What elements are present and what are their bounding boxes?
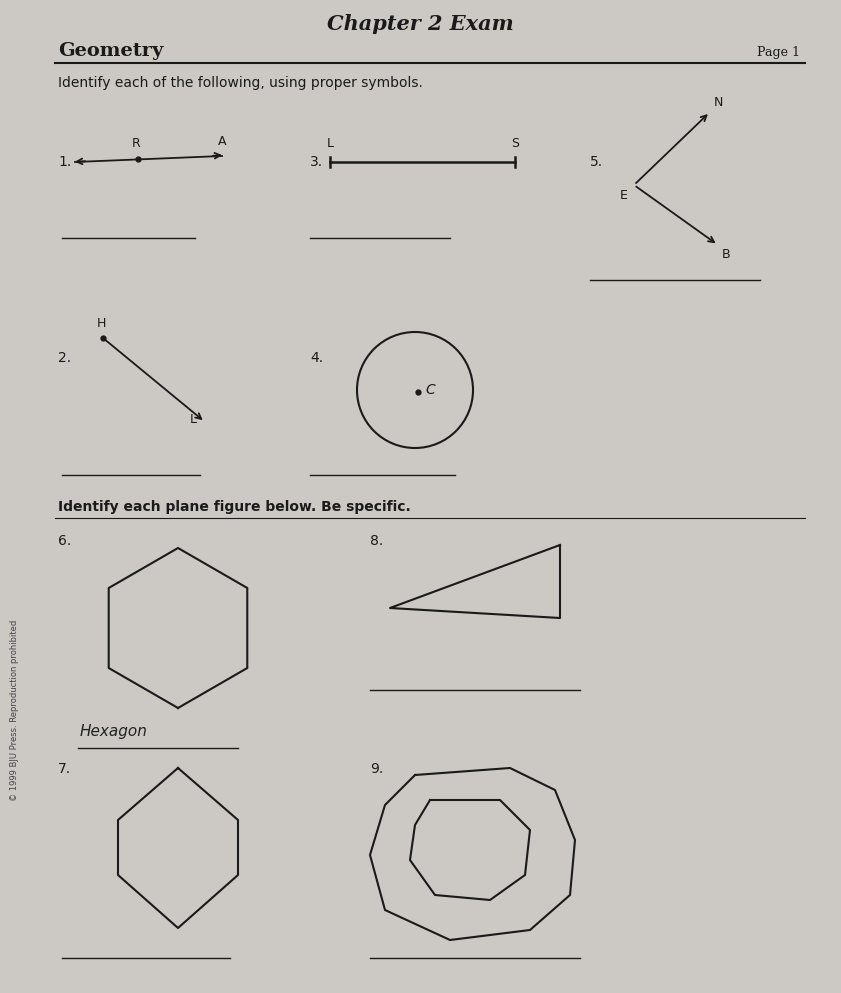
Text: S: S: [511, 137, 519, 150]
Text: 6.: 6.: [58, 534, 71, 548]
Text: Chapter 2 Exam: Chapter 2 Exam: [326, 14, 513, 34]
Text: 8.: 8.: [370, 534, 383, 548]
Text: Geometry: Geometry: [58, 42, 163, 60]
Text: 5.: 5.: [590, 155, 603, 169]
Text: 1.: 1.: [58, 155, 71, 169]
Text: L: L: [326, 137, 334, 150]
Text: 2.: 2.: [58, 351, 71, 365]
Text: N: N: [714, 96, 723, 109]
Text: L: L: [190, 413, 197, 426]
Text: Identify each plane figure below. Be specific.: Identify each plane figure below. Be spe…: [58, 500, 410, 514]
Text: E: E: [620, 189, 628, 202]
Text: A: A: [218, 135, 226, 148]
Text: Page 1: Page 1: [757, 46, 800, 59]
Text: H: H: [97, 317, 106, 330]
Text: 4.: 4.: [310, 351, 323, 365]
Text: 7.: 7.: [58, 762, 71, 776]
Text: Hexagon: Hexagon: [80, 724, 148, 739]
Text: 3.: 3.: [310, 155, 323, 169]
Text: Identify each of the following, using proper symbols.: Identify each of the following, using pr…: [58, 76, 423, 90]
Text: C: C: [425, 383, 435, 397]
Text: 9.: 9.: [370, 762, 383, 776]
Text: R: R: [132, 137, 140, 150]
Text: B: B: [722, 248, 731, 261]
Text: © 1999 BJU Press. Reproduction prohibited: © 1999 BJU Press. Reproduction prohibite…: [9, 620, 19, 800]
